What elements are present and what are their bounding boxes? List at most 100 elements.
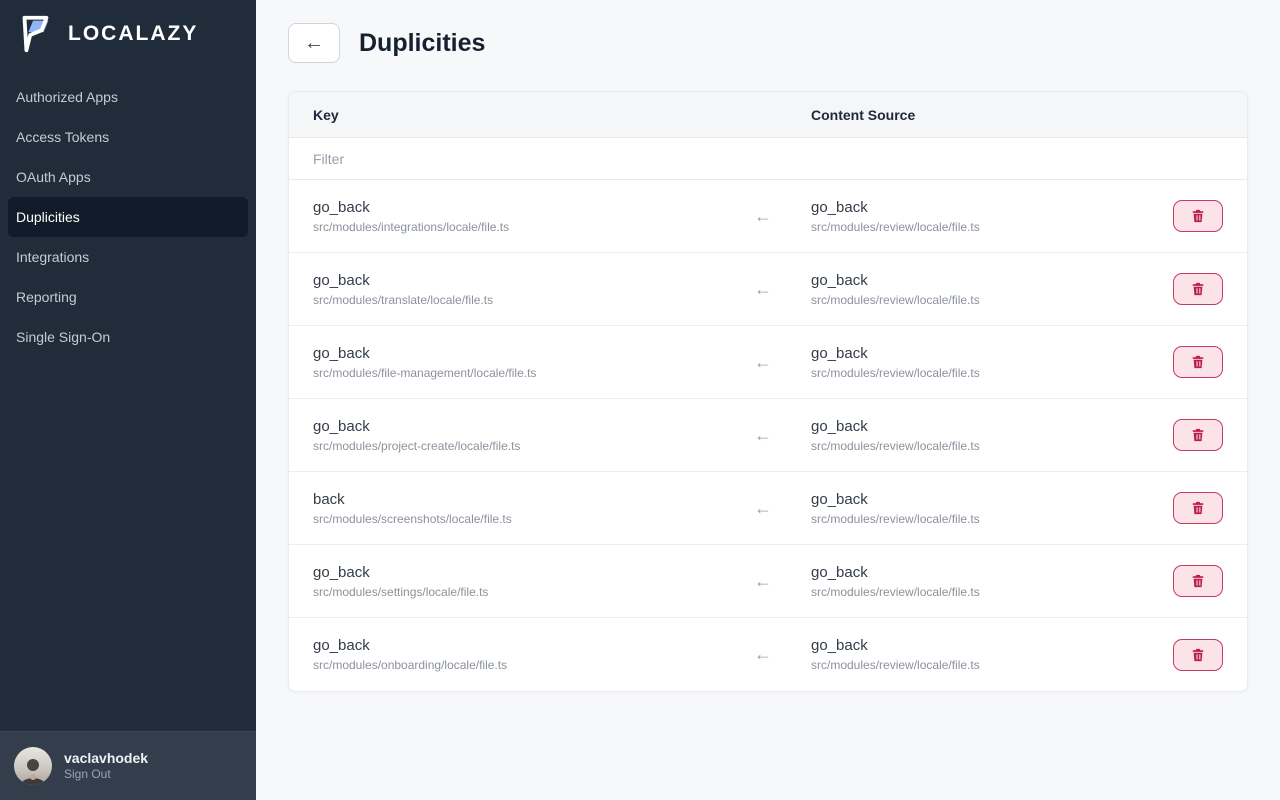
page-title: Duplicities bbox=[359, 28, 486, 57]
delete-button[interactable] bbox=[1173, 200, 1223, 232]
trash-icon bbox=[1191, 574, 1205, 588]
delete-button[interactable] bbox=[1173, 346, 1223, 378]
source-key-path: src/modules/review/locale/file.ts bbox=[811, 365, 980, 380]
filter-row bbox=[289, 138, 1247, 180]
key-path: src/modules/translate/locale/file.ts bbox=[313, 292, 494, 307]
logo-text: LOCALAZY bbox=[68, 22, 199, 45]
sidebar-item-label: Integrations bbox=[16, 249, 90, 265]
sidebar-item[interactable]: Single Sign-On bbox=[0, 317, 256, 357]
source-key-path: src/modules/review/locale/file.ts bbox=[811, 511, 980, 526]
arrow-left-icon: ← bbox=[754, 424, 772, 445]
delete-button[interactable] bbox=[1173, 492, 1223, 524]
delete-button[interactable] bbox=[1173, 638, 1223, 671]
source-key-path: src/modules/review/locale/file.ts bbox=[811, 219, 980, 234]
source-cell: go_back src/modules/review/locale/file.t… bbox=[811, 199, 1165, 234]
source-key-name: go_back bbox=[811, 417, 868, 435]
key-path: src/modules/settings/locale/file.ts bbox=[313, 584, 489, 599]
trash-icon bbox=[1191, 428, 1205, 442]
key-path: src/modules/file-management/locale/file.… bbox=[313, 365, 537, 380]
sidebar-item-label: Access Tokens bbox=[16, 129, 110, 145]
sidebar-item[interactable]: Duplicities bbox=[8, 197, 248, 237]
table-row[interactable]: go_back src/modules/file-management/loca… bbox=[289, 326, 1247, 399]
source-cell: go_back src/modules/review/locale/file.t… bbox=[811, 272, 1165, 307]
localazy-logo-icon bbox=[14, 13, 56, 55]
sidebar-item[interactable]: OAuth Apps bbox=[0, 157, 256, 197]
key-name: go_back bbox=[313, 271, 370, 289]
sidebar-nav: Authorized Apps Access Tokens OAuth Apps… bbox=[0, 77, 256, 357]
key-name: go_back bbox=[313, 344, 370, 362]
user-info: vaclavhodek Sign Out bbox=[64, 750, 148, 782]
table-row[interactable]: back src/modules/screenshots/locale/file… bbox=[289, 472, 1247, 545]
filter-input[interactable] bbox=[313, 150, 1223, 167]
table-row[interactable]: go_back src/modules/integrations/locale/… bbox=[289, 180, 1247, 253]
table-row[interactable]: go_back src/modules/onboarding/locale/fi… bbox=[289, 618, 1247, 691]
key-cell: go_back src/modules/integrations/locale/… bbox=[313, 199, 715, 234]
delete-button[interactable] bbox=[1173, 565, 1223, 597]
table-row[interactable]: go_back src/modules/translate/locale/fil… bbox=[289, 253, 1247, 326]
back-button[interactable]: ← bbox=[288, 23, 340, 63]
table-body: go_back src/modules/integrations/locale/… bbox=[289, 180, 1247, 691]
key-cell: go_back src/modules/translate/locale/fil… bbox=[313, 272, 715, 307]
arrow-left-icon: ← bbox=[304, 31, 324, 54]
source-key-name: go_back bbox=[811, 271, 868, 289]
duplicities-table: Key Content Source go_back src/modules/i… bbox=[288, 91, 1248, 692]
sidebar-item[interactable]: Access Tokens bbox=[0, 117, 256, 157]
table-row[interactable]: go_back src/modules/project-create/local… bbox=[289, 399, 1247, 472]
trash-icon bbox=[1191, 209, 1205, 223]
sign-out-link[interactable]: Sign Out bbox=[64, 767, 111, 781]
key-path: src/modules/screenshots/locale/file.ts bbox=[313, 511, 512, 526]
sidebar-item-label: Single Sign-On bbox=[16, 329, 111, 345]
key-cell: go_back src/modules/file-management/loca… bbox=[313, 345, 715, 380]
source-cell: go_back src/modules/review/locale/file.t… bbox=[811, 418, 1165, 453]
source-cell: go_back src/modules/review/locale/file.t… bbox=[811, 345, 1165, 380]
key-name: go_back bbox=[313, 563, 370, 581]
key-name: go_back bbox=[313, 198, 370, 216]
key-name: back bbox=[313, 490, 345, 508]
source-key-name: go_back bbox=[811, 344, 868, 362]
source-key-path: src/modules/review/locale/file.ts bbox=[811, 658, 980, 672]
key-cell: back src/modules/screenshots/locale/file… bbox=[313, 491, 715, 526]
sidebar-item-label: Reporting bbox=[16, 289, 77, 305]
source-cell: go_back src/modules/review/locale/file.t… bbox=[811, 637, 1165, 672]
source-cell: go_back src/modules/review/locale/file.t… bbox=[811, 564, 1165, 599]
trash-icon bbox=[1191, 282, 1205, 296]
key-name: go_back bbox=[313, 417, 370, 435]
arrow-left-icon: ← bbox=[754, 351, 772, 372]
source-cell: go_back src/modules/review/locale/file.t… bbox=[811, 491, 1165, 526]
source-key-path: src/modules/review/locale/file.ts bbox=[811, 584, 980, 599]
arrow-left-icon: ← bbox=[754, 278, 772, 299]
source-key-path: src/modules/review/locale/file.ts bbox=[811, 292, 980, 307]
sidebar-item[interactable]: Reporting bbox=[0, 277, 256, 317]
delete-button[interactable] bbox=[1173, 273, 1223, 305]
sidebar-item[interactable]: Authorized Apps bbox=[0, 77, 256, 117]
arrow-left-icon: ← bbox=[754, 570, 772, 591]
page-header: ← Duplicities bbox=[288, 23, 1248, 63]
trash-icon bbox=[1191, 501, 1205, 515]
user-footer: vaclavhodek Sign Out bbox=[0, 731, 256, 800]
trash-icon bbox=[1191, 648, 1205, 662]
sidebar-item[interactable]: Integrations bbox=[0, 237, 256, 277]
source-key-path: src/modules/review/locale/file.ts bbox=[811, 438, 980, 453]
key-path: src/modules/integrations/locale/file.ts bbox=[313, 219, 510, 234]
key-name: go_back bbox=[313, 637, 370, 654]
arrow-left-icon: ← bbox=[754, 644, 772, 664]
table-header: Key Content Source bbox=[289, 92, 1247, 138]
key-cell: go_back src/modules/onboarding/locale/fi… bbox=[313, 637, 715, 672]
trash-icon bbox=[1191, 355, 1205, 369]
user-name: vaclavhodek bbox=[64, 750, 149, 766]
source-key-name: go_back bbox=[811, 198, 868, 216]
column-header-key: Key bbox=[313, 106, 339, 123]
user-avatar[interactable] bbox=[14, 747, 52, 785]
table-row[interactable]: go_back src/modules/settings/locale/file… bbox=[289, 545, 1247, 618]
source-key-name: go_back bbox=[811, 490, 868, 508]
key-path: src/modules/onboarding/locale/file.ts bbox=[313, 658, 508, 672]
sidebar-item-label: OAuth Apps bbox=[16, 169, 91, 185]
delete-button[interactable] bbox=[1173, 419, 1223, 451]
main-content: ← Duplicities Key Content Source go_back… bbox=[256, 0, 1280, 800]
source-key-name: go_back bbox=[811, 563, 868, 581]
key-path: src/modules/project-create/locale/file.t… bbox=[313, 438, 521, 453]
arrow-left-icon: ← bbox=[754, 497, 772, 518]
logo[interactable]: LOCALAZY bbox=[0, 0, 256, 65]
column-header-content-source: Content Source bbox=[811, 106, 916, 123]
sidebar: LOCALAZY Authorized Apps Access Tokens O… bbox=[0, 0, 256, 800]
